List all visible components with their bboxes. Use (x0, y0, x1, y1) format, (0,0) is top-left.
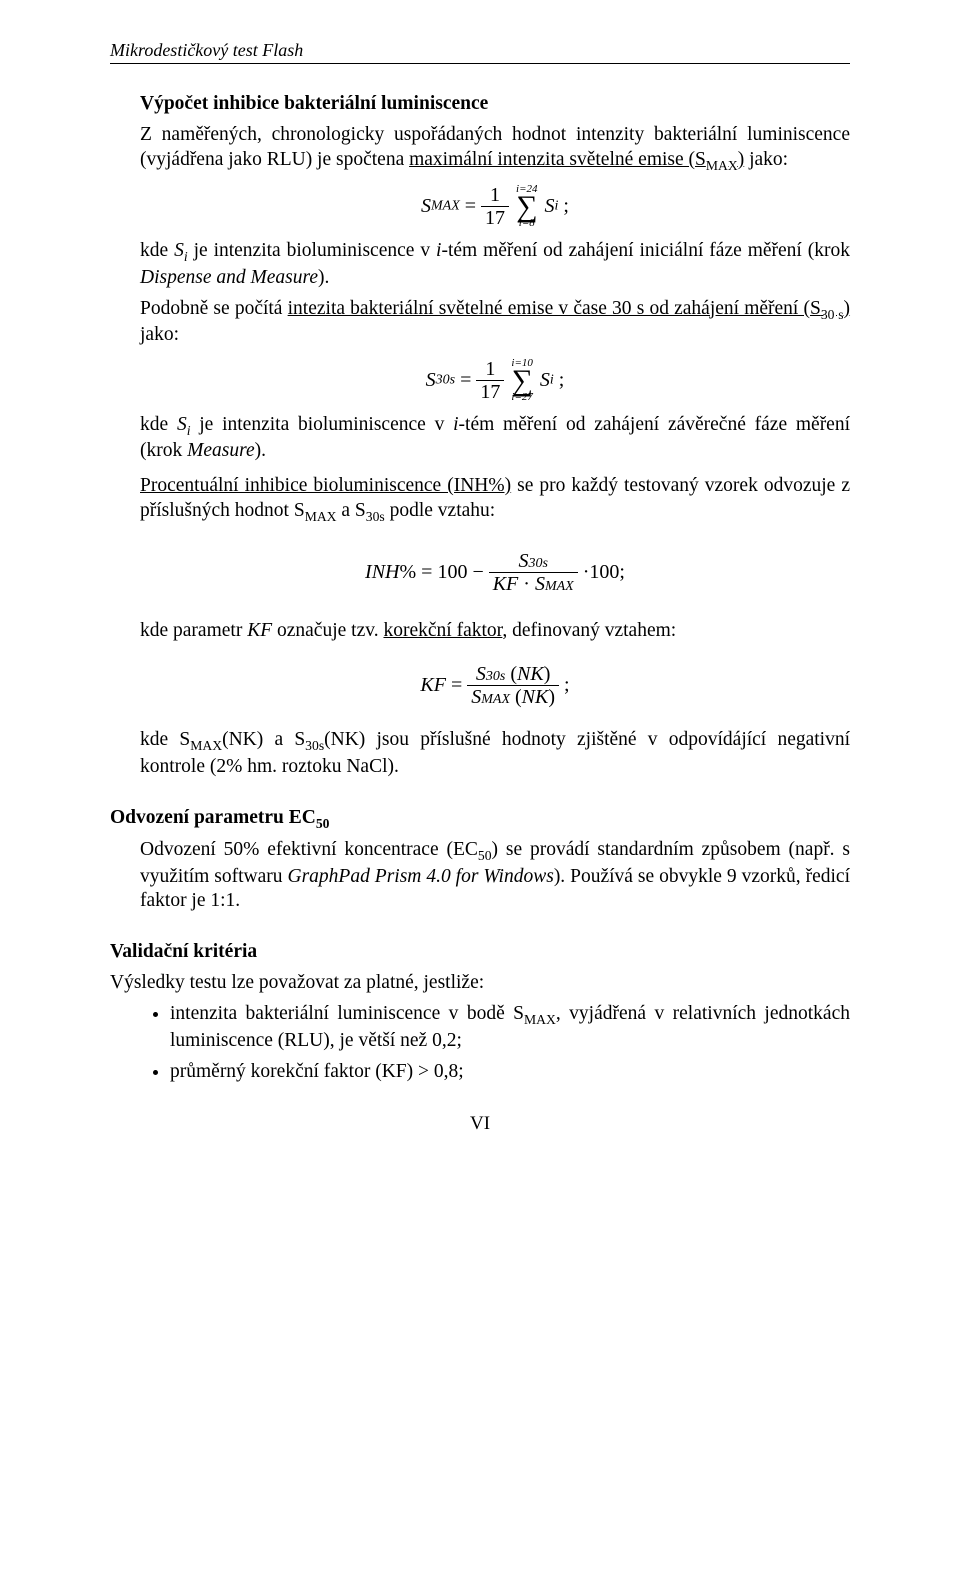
bullet-list: intenzita bakteriální luminiscence v bod… (140, 1002, 850, 1084)
paragraph-nk: kde SMAX(NK) a S30s(NK) jsou příslušné h… (140, 728, 850, 779)
text: Odvození 50% efektivní koncentrace (EC (140, 839, 478, 860)
text: podle vztahu: (385, 500, 495, 521)
page-number: VI (110, 1113, 850, 1135)
formula-smax: SMAX = 117 i=24 ∑ i=8 Si ; (140, 184, 850, 229)
heading-validation: Validační kritéria (110, 940, 850, 965)
page: Mikrodestičkový test Flash Výpočet inhib… (0, 0, 960, 1575)
text: ). (255, 440, 266, 461)
text: Odvození parametru EC (110, 807, 316, 828)
text: kde S (140, 729, 190, 750)
text: je intenzita bioluminiscence v (188, 240, 436, 261)
text-italic: Measure (187, 440, 255, 461)
list-item: intenzita bakteriální luminiscence v bod… (170, 1002, 850, 1053)
text-underline: maximální intenzita světelné emise (SMAX… (409, 149, 744, 170)
text-sub: 50 (478, 848, 492, 863)
formula-s30: S30s = 117 i=10 ∑ i=27 Si ; (140, 358, 850, 403)
paragraph-intro: Z naměřených, chronologicky uspořádaných… (140, 123, 850, 174)
formula-kf: KF = S30s (NK) SMAX (NK) ; (140, 663, 850, 708)
text-italic: GraphPad Prism 4.0 for Windows (287, 866, 553, 887)
text-sub: 30 s (821, 306, 844, 321)
text: kde (140, 414, 177, 435)
text: jako: (744, 149, 788, 170)
page-header: Mikrodestičkový test Flash (110, 40, 850, 64)
text: -tém měření od zahájení iniciální fáze m… (441, 240, 850, 261)
paragraph-s30: Podobně se počítá intezita bakteriální s… (140, 297, 850, 348)
paragraph-kf-intro: kde parametr KF označuje tzv. korekční f… (140, 619, 850, 644)
text: označuje tzv. (272, 620, 383, 641)
text: (NK) a S (222, 729, 305, 750)
list-item: průměrný korekční faktor (KF) > 0,8; (170, 1060, 850, 1085)
paragraph-valid-intro: Výsledky testu lze považovat za platné, … (110, 971, 850, 996)
text-italic: Dispense and Measure (140, 267, 318, 288)
text-sub: MAX (524, 1012, 556, 1027)
text: kde parametr (140, 620, 247, 641)
formula-inh: INH% = 100 − S30s KF · SMAX ·100; (140, 550, 850, 595)
text: intenzita bakteriální luminiscence v bod… (170, 1003, 524, 1024)
text-italic: KF (247, 620, 272, 641)
text-sub: 50 (316, 816, 330, 831)
paragraph-si-1: kde Si je intenzita bioluminiscence v i-… (140, 239, 850, 290)
paragraph-inh: Procentuální inhibice bioluminiscence (I… (140, 474, 850, 525)
text-underline: intezita bakteriální světelné emise v ča… (288, 298, 850, 319)
text: je intenzita bioluminiscence v (190, 414, 453, 435)
paragraph-si-2: kde Si je intenzita bioluminiscence v i-… (140, 413, 850, 464)
text: kde (140, 240, 174, 261)
text: ) (844, 298, 851, 319)
body-ec50: Odvození 50% efektivní koncentrace (EC50… (140, 838, 850, 914)
text: , definovaný vztahem: (502, 620, 676, 641)
text: ). (318, 267, 329, 288)
heading-main: Výpočet inhibice bakteriální luminiscenc… (140, 92, 850, 117)
text-sub: MAX (706, 158, 738, 173)
text: Podobně se počítá (140, 298, 288, 319)
text-underline: korekční faktor (383, 620, 502, 641)
text: a S (337, 500, 366, 521)
text: maximální intenzita světelné emise (S (409, 149, 706, 170)
text-underline: Procentuální inhibice bioluminiscence (I… (140, 475, 511, 496)
paragraph-ec50: Odvození 50% efektivní koncentrace (EC50… (140, 838, 850, 914)
text: jako: (140, 324, 179, 345)
sigma-lower: i=27 (511, 392, 532, 403)
sigma-lower: i=8 (516, 218, 537, 229)
text: intezita bakteriální světelné emise v ča… (288, 298, 821, 319)
heading-ec50: Odvození parametru EC50 (110, 806, 850, 832)
body: Výpočet inhibice bakteriální luminiscenc… (140, 92, 850, 780)
